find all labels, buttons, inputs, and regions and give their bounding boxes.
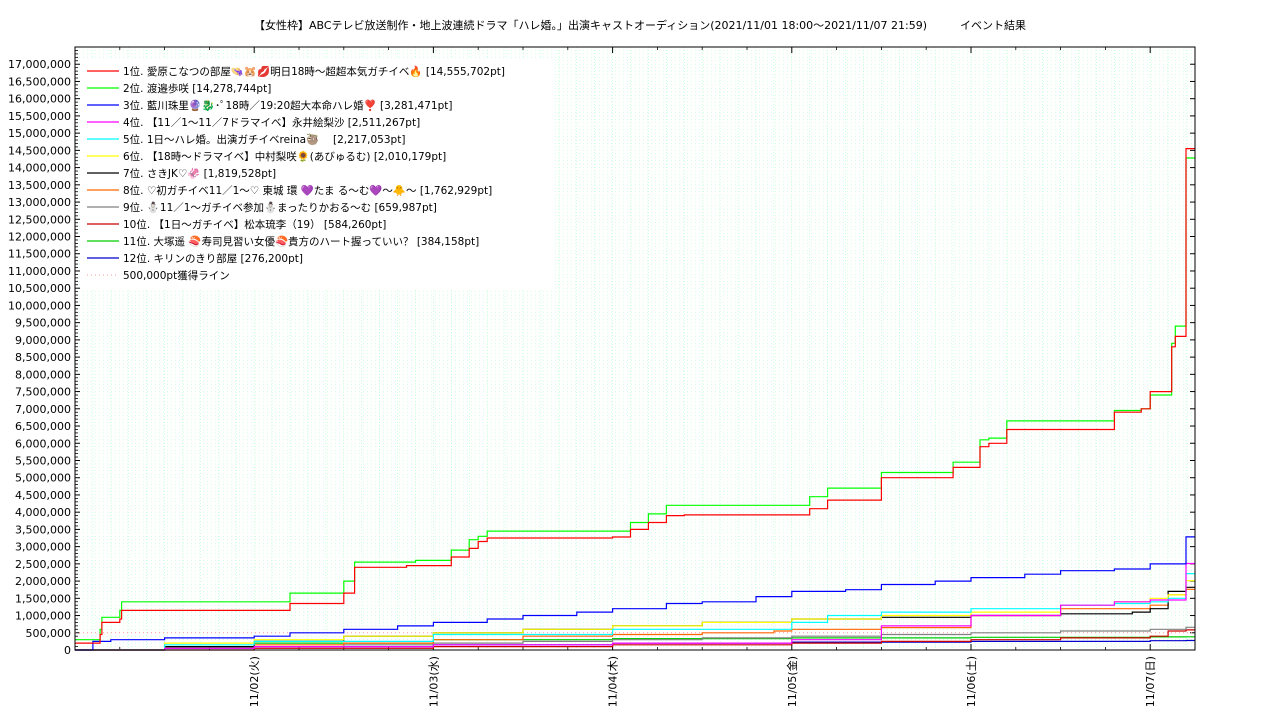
x-tick-label: 11/03(水): [427, 656, 440, 707]
legend-label: 4位. 【11／1〜11／7ドラマイベ】永井絵梨沙 [2,511,267pt]: [123, 116, 420, 129]
series-line-1: [75, 148, 1196, 644]
legend-label: 8位. ♡初ガチイベ11／1〜♡ 東城 環 💜たま る〜む💜〜🐥〜 [1,762…: [123, 184, 492, 197]
chart-title: 【女性枠】ABCテレビ放送制作・地上波連続ドラマ「ハレ婚。」出演キャストオーディ…: [253, 19, 1027, 32]
y-tick-label: 13,500,000: [8, 179, 71, 192]
series-line-2: [75, 157, 1195, 641]
y-tick-label: 1,000,000: [15, 610, 71, 623]
legend-label: 11位. 大塚遥 🍣寿司見習い女優🍣貴方のハート握っていい？ [384,158p…: [123, 235, 479, 248]
y-tick-label: 8,500,000: [15, 351, 71, 364]
y-tick-label: 7,000,000: [15, 403, 71, 416]
series-line-10: [75, 629, 1195, 651]
legend-label: 5位. 1日〜ハレ婚。出演ガチイベreina🦥 [2,217,053pt]: [123, 133, 405, 146]
y-tick-label: 2,500,000: [15, 558, 71, 571]
y-tick-label: 500,000: [26, 627, 72, 640]
y-tick-label: 3,000,000: [15, 541, 71, 554]
series-line-4: [75, 562, 1195, 651]
y-tick-label: 0: [64, 644, 71, 657]
x-axis-ticks: 11/02(火) 11/03(水) 11/04(木) 11/05(金) 11/06(土)…: [119, 47, 1157, 707]
legend-label: 9位. ⛄11／1〜ガチイベ参加⛄まったりかおる〜む [659,987pt]: [123, 201, 437, 214]
plot-frame: [74, 46, 1196, 651]
y-tick-label: 11,500,000: [8, 248, 71, 261]
legend: 1位. 愛原こなつの部屋👒🐹💋明日18時〜超超本気ガチイベ🔥 [14,555,7…: [80, 58, 555, 290]
series-line-3: [75, 536, 1195, 651]
y-tick-label: 1,500,000: [15, 592, 71, 605]
y-tick-label: 6,000,000: [15, 437, 71, 450]
y-tick-label: 12,000,000: [8, 231, 71, 244]
x-tick-label: 11/02(火): [248, 656, 261, 707]
legend-label: 2位. 渡邉歩咲 [14,278,744pt]: [123, 82, 271, 95]
y-tick-label: 16,000,000: [8, 93, 71, 106]
y-tick-label: 10,500,000: [8, 282, 71, 295]
y-tick-label: 4,500,000: [15, 489, 71, 502]
legend-box: [80, 58, 555, 290]
y-tick-label: 14,000,000: [8, 162, 71, 175]
y-tick-label: 9,000,000: [15, 334, 71, 347]
y-tick-label: 7,500,000: [15, 386, 71, 399]
x-tick-label: 11/06(土): [965, 656, 978, 707]
legend-label: 3位. 藍川珠里🔮🐉･ﾟ18時／19:20超大本命ハレ婚❣️ [3,281,47…: [123, 99, 452, 112]
y-tick-label: 3,500,000: [15, 523, 71, 536]
series-line-8: [75, 588, 1195, 651]
y-tick-label: 14,500,000: [8, 144, 71, 157]
series-line-6: [75, 580, 1195, 651]
y-tick-label: 10,000,000: [8, 299, 71, 312]
y-tick-label: 13,000,000: [8, 196, 71, 209]
legend-label: 6位. 【18時〜ドラマイベ】中村梨咲🌻(あびゅるむ) [2,010,179pt…: [123, 150, 446, 163]
x-tick-label: 11/04(木): [607, 656, 620, 707]
x-tick-label: 11/05(金): [785, 656, 799, 707]
series-line-7: [75, 586, 1195, 651]
y-tick-label: 15,500,000: [8, 110, 71, 123]
grid-lines: [75, 47, 1195, 650]
y-tick-label: 5,500,000: [15, 454, 71, 467]
y-tick-label: 8,000,000: [15, 368, 71, 381]
legend-label: 500,000pt獲得ライン: [123, 269, 230, 282]
legend-label: 1位. 愛原こなつの部屋👒🐹💋明日18時〜超超本気ガチイベ🔥 [14,555,7…: [123, 65, 505, 78]
legend-label: 7位. さきJK♡🦑 [1,819,528pt]: [123, 167, 276, 180]
x-tick-label: 11/07(日): [1144, 656, 1157, 707]
y-tick-label: 12,500,000: [8, 213, 71, 226]
y-tick-label: 11,000,000: [8, 265, 71, 278]
series-line-5: [75, 573, 1195, 651]
legend-label: 10位. 【1日〜ガチイベ】松本琉李（19） [584,260pt]: [123, 218, 386, 231]
y-tick-label: 4,000,000: [15, 506, 71, 519]
series-lines: [75, 148, 1196, 651]
y-tick-label: 9,500,000: [15, 317, 71, 330]
y-tick-label: 15,000,000: [8, 127, 71, 140]
legend-label: 12位. キリンのきり部屋 [276,200pt]: [123, 252, 303, 265]
y-tick-label: 16,500,000: [8, 75, 71, 88]
y-tick-label: 6,500,000: [15, 420, 71, 433]
y-tick-label: 5,000,000: [15, 472, 71, 485]
y-tick-label: 17,000,000: [8, 58, 71, 71]
y-tick-label: 2,000,000: [15, 575, 71, 588]
